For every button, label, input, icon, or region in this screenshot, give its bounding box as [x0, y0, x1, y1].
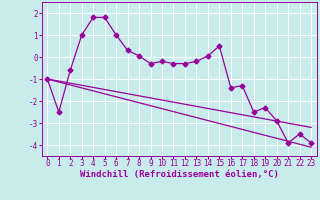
- X-axis label: Windchill (Refroidissement éolien,°C): Windchill (Refroidissement éolien,°C): [80, 170, 279, 179]
